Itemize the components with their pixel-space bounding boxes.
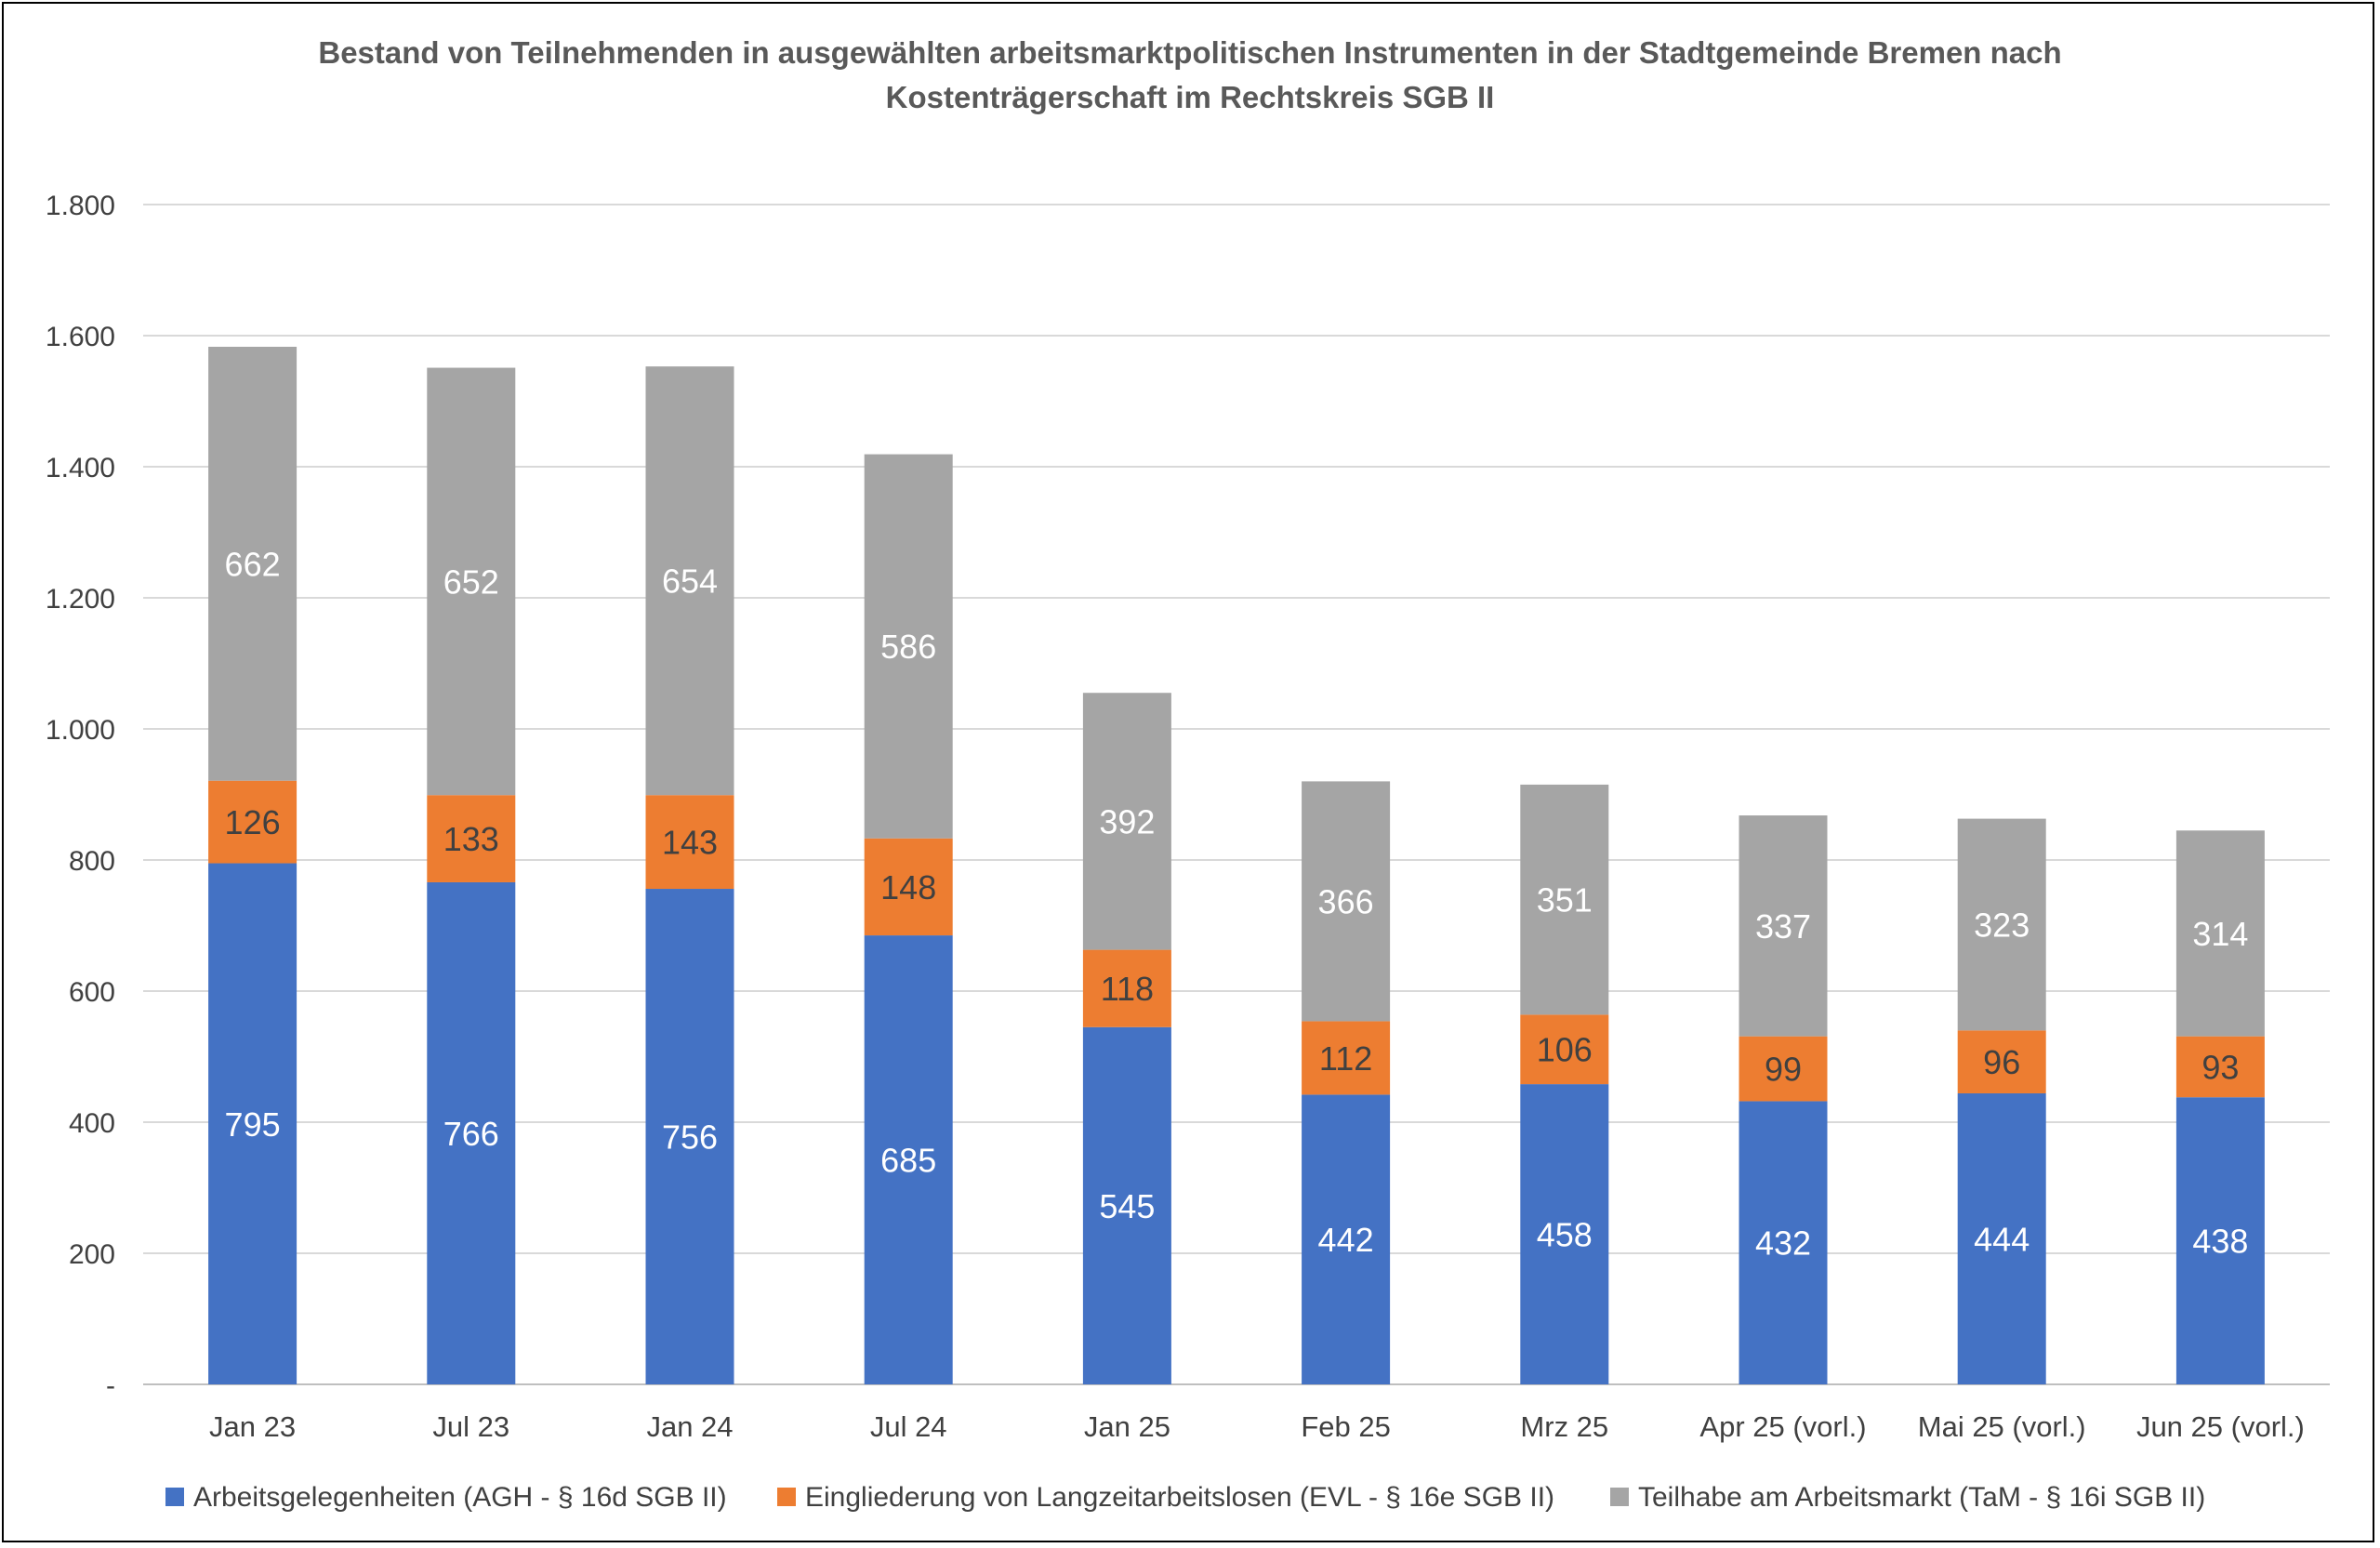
x-tick-label: Feb 25 <box>1301 1410 1391 1443</box>
bar-segment <box>2175 1097 2265 1384</box>
data-label: 314 <box>2192 915 2248 953</box>
bar-segment <box>1739 1036 1828 1102</box>
bar-segment <box>427 367 516 796</box>
bar-segment <box>1957 818 2046 1031</box>
bar-segment <box>1520 784 1609 1015</box>
bar-segment <box>1520 1084 1609 1384</box>
data-label: 133 <box>443 820 499 858</box>
data-label: 652 <box>443 562 499 601</box>
x-axis-ticks: Jan 23 Jul 23 Jan 24 Jul 24 Jan 25 Feb 25 Mrz … <box>209 1410 2305 1443</box>
legend-swatch <box>1610 1488 1629 1506</box>
chart: Bestand von Teilnehmenden in ausgewählte… <box>46 35 2330 1513</box>
data-label: 444 <box>1974 1220 2030 1258</box>
data-label: 93 <box>2202 1048 2239 1086</box>
bar-segment <box>208 863 298 1384</box>
data-label: 795 <box>225 1105 281 1144</box>
y-tick-label: 1.000 <box>46 715 115 746</box>
legend: Arbeitsgelegenheiten (AGH - § 16d SGB II… <box>165 1482 2205 1513</box>
data-label: 126 <box>225 803 281 841</box>
x-tick-label: Jan 25 <box>1084 1410 1170 1443</box>
y-tick-label: 1.200 <box>46 584 115 615</box>
bar-segment <box>208 346 298 781</box>
data-label: 337 <box>1755 907 1811 946</box>
data-label: 545 <box>1099 1187 1155 1225</box>
y-tick-label: 600 <box>69 977 115 1008</box>
legend-swatch <box>165 1488 184 1506</box>
bar-segment <box>1520 1014 1609 1085</box>
y-tick-label: 1.400 <box>46 453 115 483</box>
x-tick-label: Jul 24 <box>870 1410 947 1443</box>
y-tick-label: 400 <box>69 1108 115 1139</box>
bar-segment <box>2175 1036 2265 1098</box>
bar-segment <box>645 366 734 796</box>
bar-segment <box>208 780 298 864</box>
data-label: 432 <box>1755 1224 1811 1263</box>
chart-title-line-1: Bestand von Teilnehmenden in ausgewählte… <box>318 35 2061 70</box>
bar-segment <box>864 454 953 839</box>
data-label: 654 <box>662 562 718 601</box>
data-label: 118 <box>1101 970 1154 1008</box>
data-label: 351 <box>1537 881 1593 920</box>
legend-swatch <box>777 1488 796 1506</box>
x-tick-label: Jun 25 (vorl.) <box>2136 1410 2305 1443</box>
data-label: 148 <box>880 868 936 906</box>
data-labels: 795 126 662 766 133 652 756 143 654 685 148 586 545 1… <box>225 545 2249 1262</box>
data-label: 766 <box>443 1115 499 1153</box>
x-tick-label: Jan 23 <box>209 1410 296 1443</box>
data-label: 458 <box>1537 1216 1593 1254</box>
bar-segment <box>427 795 516 882</box>
y-axis-ticks: - 200 400 600 800 1.000 1.200 1.400 1.600 1.800 <box>46 191 115 1401</box>
y-tick-label: 800 <box>69 846 115 877</box>
legend-label: Teilhabe am Arbeitsmarkt (TaM - § 16i SG… <box>1638 1482 2205 1513</box>
bar-segment <box>1739 1101 1828 1384</box>
x-tick-label: Jan 24 <box>646 1410 733 1443</box>
data-label: 586 <box>880 628 936 666</box>
data-label: 685 <box>880 1142 936 1180</box>
y-tick-label: - <box>106 1370 115 1401</box>
data-label: 106 <box>1537 1031 1593 1069</box>
bar-segment <box>645 795 734 890</box>
bar-segment <box>864 935 953 1384</box>
x-tick-label: Mai 25 (vorl.) <box>1918 1410 2086 1443</box>
y-tick-label: 1.800 <box>46 191 115 221</box>
data-label: 96 <box>1983 1043 2020 1081</box>
bar-segment <box>1302 1094 1391 1384</box>
bar-segment <box>645 889 734 1384</box>
bar-segment <box>1082 949 1171 1027</box>
bar-segment <box>1302 781 1391 1022</box>
bar-segment <box>1082 693 1171 950</box>
chart-title: Bestand von Teilnehmenden in ausgewählte… <box>318 35 2061 114</box>
bar-segment <box>1957 1030 2046 1093</box>
bar-segment <box>1957 1092 2046 1384</box>
x-tick-label: Apr 25 (vorl.) <box>1699 1410 1866 1443</box>
y-tick-label: 200 <box>69 1239 115 1270</box>
bar-segment <box>2175 830 2265 1037</box>
data-label: 442 <box>1318 1221 1374 1259</box>
data-label: 112 <box>1319 1039 1372 1078</box>
data-label: 438 <box>2192 1223 2248 1261</box>
x-tick-label: Mrz 25 <box>1520 1410 1608 1443</box>
data-label: 323 <box>1974 906 2030 944</box>
data-label: 99 <box>1765 1051 1802 1089</box>
legend-label: Eingliederung von Langzeitarbeitslosen (… <box>805 1482 1554 1513</box>
bar-segment <box>427 881 516 1384</box>
data-label: 366 <box>1318 882 1374 920</box>
bar-segment <box>1302 1021 1391 1095</box>
bars <box>208 346 2265 1384</box>
data-label: 143 <box>662 824 718 862</box>
legend-label: Arbeitsgelegenheiten (AGH - § 16d SGB II… <box>193 1482 727 1513</box>
bar-segment <box>1739 815 1828 1037</box>
bar-segment <box>864 838 953 936</box>
y-tick-label: 1.600 <box>46 322 115 352</box>
data-label: 392 <box>1099 802 1155 840</box>
chart-title-line-2: Kostenträgerschaft im Rechtskreis SGB II <box>886 80 1495 114</box>
bar-segment <box>1082 1026 1171 1384</box>
x-tick-label: Jul 23 <box>432 1410 509 1443</box>
data-label: 662 <box>225 545 281 583</box>
data-label: 756 <box>662 1118 718 1157</box>
